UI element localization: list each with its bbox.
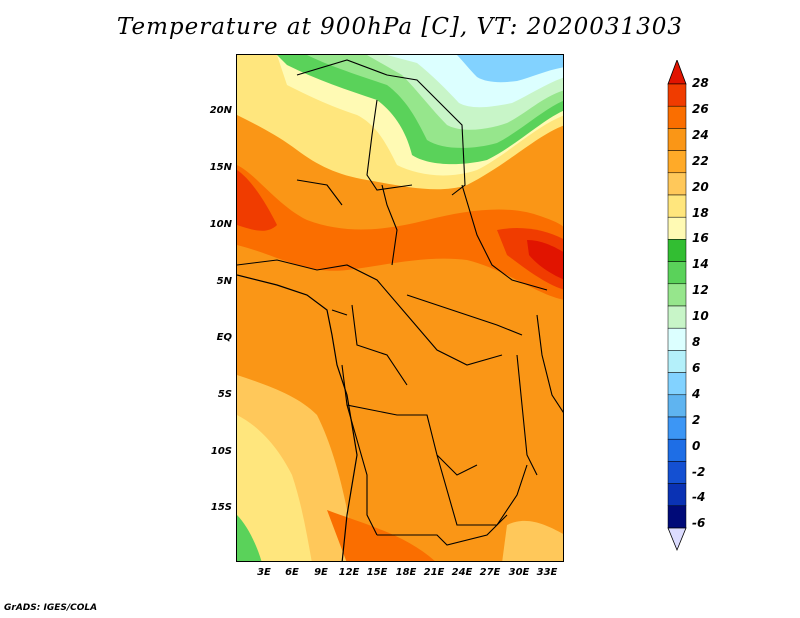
colorbar-label: 8 (692, 335, 701, 349)
colorbar-swatch (667, 150, 687, 174)
colorbar-swatch (667, 305, 687, 329)
colorbar-swatch (667, 105, 687, 129)
temperature-map (236, 54, 564, 562)
x-label-15e: 15E (366, 567, 388, 578)
colorbar-swatch (667, 483, 687, 507)
x-label-6e: 6E (285, 567, 299, 578)
field-band-18-southwest (237, 415, 312, 561)
colorbar-swatch (667, 216, 687, 240)
field-band-14-southwest (237, 515, 262, 561)
field-band-24 (237, 165, 563, 300)
colorbar-label: -6 (692, 516, 706, 531)
colorbar-swatch (667, 438, 687, 462)
colorbar-swatch (667, 505, 687, 529)
y-label-5s: 5S (217, 389, 232, 400)
colorbar-label: 20 (692, 179, 709, 194)
y-label-eq: EQ (216, 332, 232, 343)
colorbar-swatch (667, 416, 687, 440)
field-band-28-east (527, 240, 563, 280)
colorbar-swatch (667, 327, 687, 351)
colorbar (667, 60, 687, 552)
colorbar-label: 0 (692, 438, 701, 453)
colorbar-label: 14 (692, 257, 709, 272)
field-band-20-southeast (502, 520, 563, 561)
colorbar-label: 12 (692, 283, 709, 298)
coastline (237, 274, 358, 561)
x-label-3e: 3E (257, 567, 271, 578)
field-band-26-east (497, 228, 563, 290)
x-label-18e: 18E (395, 567, 417, 578)
colorbar-label: 6 (692, 360, 701, 375)
colorbar-label: 16 (692, 231, 709, 246)
y-label-5n: 5N (216, 276, 232, 287)
colorbar-label: 26 (692, 101, 709, 116)
x-label-33e: 33E (536, 567, 558, 578)
colorbar-label: 22 (692, 153, 709, 168)
y-label-10n: 10N (209, 219, 232, 230)
x-label-24e: 24E (451, 567, 473, 578)
colorbar-label: 4 (692, 386, 701, 401)
x-label-9e: 9E (314, 567, 328, 578)
colorbar-swatch (667, 350, 687, 373)
colorbar-swatch (667, 372, 687, 396)
colorbar-swatch (667, 239, 687, 262)
colorbar-swatch (667, 461, 687, 484)
x-label-27e: 27E (479, 567, 501, 578)
colorbar-top-arrow (667, 60, 687, 85)
colorbar-swatch (667, 283, 687, 307)
footer-credit: GrADS: IGES/COLA (4, 603, 98, 613)
colorbar-swatch (667, 83, 687, 107)
temperature-field (237, 55, 563, 561)
colorbar-label: -2 (692, 464, 706, 479)
colorbar-label: 28 (692, 76, 709, 90)
colorbar-label: 2 (692, 412, 701, 427)
colorbar-label: 18 (692, 205, 709, 220)
y-label-20n: 20N (209, 105, 232, 116)
x-label-30e: 30E (508, 567, 530, 578)
colorbar-swatch (667, 194, 687, 218)
colorbar-label: -4 (692, 490, 706, 505)
field-band-6 (457, 55, 563, 83)
colorbar-swatch (667, 394, 687, 418)
x-label-21e: 21E (423, 567, 445, 578)
colorbar-label: 10 (692, 309, 709, 324)
y-label-10s: 10S (210, 446, 232, 457)
x-label-12e: 12E (338, 567, 360, 578)
colorbar-swatch (667, 261, 687, 285)
map-title: Temperature at 900hPa [C], VT: 202003130… (116, 14, 684, 40)
y-label-15n: 15N (209, 162, 232, 173)
colorbar-swatch (667, 172, 687, 196)
colorbar-bottom-arrow (667, 527, 687, 552)
colorbar-swatch (667, 128, 687, 151)
country-borders (237, 59, 563, 546)
colorbar-label: 24 (692, 127, 709, 142)
field-band-26-west (237, 170, 277, 231)
y-label-15s: 15S (210, 502, 232, 513)
